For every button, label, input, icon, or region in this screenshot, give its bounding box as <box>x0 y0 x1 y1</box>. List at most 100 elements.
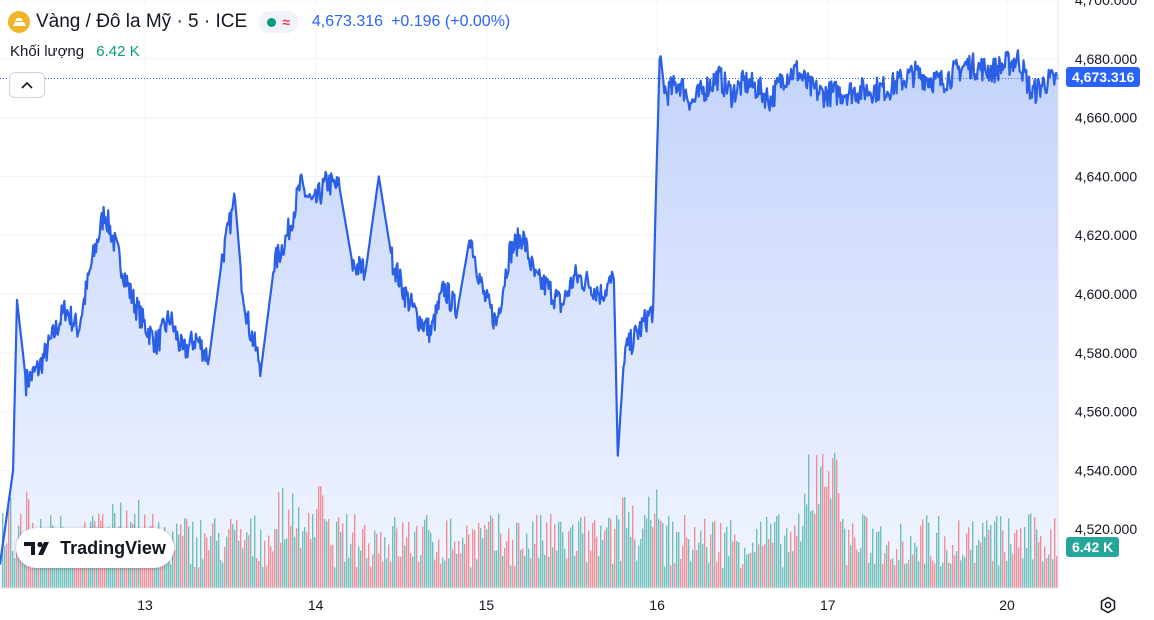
volume-bar <box>382 561 384 588</box>
volume-bar <box>818 504 820 588</box>
settings-gear-button[interactable] <box>1097 594 1119 616</box>
volume-bar <box>760 521 762 588</box>
volume-bar <box>790 531 792 588</box>
volume-bar <box>994 521 996 588</box>
volume-bar <box>384 536 386 588</box>
volume-bar <box>896 548 898 588</box>
volume-bar <box>706 547 708 588</box>
volume-bar <box>610 518 612 588</box>
collapse-legend-button[interactable] <box>9 72 45 98</box>
volume-bar <box>530 558 532 588</box>
volume-bar <box>784 535 786 588</box>
volume-bar <box>438 539 440 588</box>
volume-bar <box>454 541 456 588</box>
volume-bar <box>620 560 622 588</box>
volume-bar <box>588 530 590 588</box>
volume-bar <box>718 552 720 588</box>
volume-bar <box>914 542 916 588</box>
volume-bar <box>972 521 974 588</box>
volume-bar <box>950 563 952 588</box>
volume-bar <box>256 558 258 588</box>
volume-bar <box>1002 530 1004 588</box>
volume-bar <box>638 546 640 588</box>
current-volume-tag: 6.42 K <box>1066 537 1120 557</box>
volume-bar <box>474 530 476 588</box>
volume-bar <box>544 554 546 588</box>
volume-bar <box>1038 541 1040 588</box>
chart-legend-header: Vàng / Đô la Mỹ · 5 · ICE ≈ 4,673.316 +0… <box>8 10 510 34</box>
volume-bar <box>1020 528 1022 588</box>
volume-bar <box>490 515 492 588</box>
volume-bar <box>398 556 400 588</box>
tradingview-logo[interactable]: TradingView <box>16 528 174 568</box>
volume-bar <box>942 562 944 588</box>
volume-bar <box>534 543 536 588</box>
volume-bar <box>362 528 364 588</box>
volume-bar <box>274 529 276 588</box>
y-tick-label: 4,640.000 <box>1075 168 1137 184</box>
volume-bar <box>762 545 764 588</box>
volume-bar <box>448 558 450 588</box>
volume-bar <box>558 521 560 588</box>
volume-bar <box>838 493 840 588</box>
volume-bar <box>1006 560 1008 588</box>
volume-bar <box>402 522 404 588</box>
volume-bar <box>594 520 596 588</box>
volume-bar <box>608 517 610 588</box>
y-tick-label: 4,620.000 <box>1075 227 1137 243</box>
volume-bar <box>614 528 616 588</box>
volume-bar <box>702 543 704 588</box>
volume-bar <box>466 525 468 588</box>
volume-bar <box>396 528 398 588</box>
volume-bar <box>782 567 784 588</box>
volume-bar <box>328 519 330 588</box>
volume-bar <box>1004 552 1006 588</box>
volume-bar <box>214 517 216 588</box>
volume-bar <box>954 555 956 588</box>
price-axis[interactable]: 4,520.000 4,540.000 4,560.000 4,580.000 4,60… <box>1075 0 1137 537</box>
volume-bar <box>612 563 614 588</box>
volume-bar <box>154 553 156 588</box>
volume-bar <box>504 547 506 588</box>
volume-bar <box>690 561 692 588</box>
volume-bar <box>660 520 662 588</box>
volume-bar <box>358 546 360 588</box>
volume-bar <box>776 516 778 588</box>
volume-bar <box>974 563 976 588</box>
volume-bar <box>860 547 862 588</box>
market-status-pill[interactable]: ≈ <box>259 11 298 33</box>
volume-bar <box>550 514 552 588</box>
volume-bar <box>388 544 390 588</box>
volume-bar <box>694 527 696 588</box>
time-axis[interactable]: 13 14 15 16 17 20 <box>137 597 1015 613</box>
volume-bar <box>10 497 12 588</box>
x-tick-label: 17 <box>820 597 836 613</box>
volume-bar <box>80 565 82 588</box>
volume-bar <box>644 515 646 588</box>
volume-bar <box>308 513 310 588</box>
y-tick-label: 4,660.000 <box>1075 110 1137 126</box>
volume-bar <box>170 564 172 588</box>
volume-bar <box>704 518 706 588</box>
volume-bar <box>962 554 964 588</box>
volume-bar <box>828 471 830 588</box>
volume-bar <box>732 541 734 588</box>
volume-bar <box>714 520 716 588</box>
volume-bar <box>378 553 380 588</box>
volume-bar <box>444 560 446 588</box>
market-open-dot-icon <box>267 17 277 27</box>
symbol-title[interactable]: Vàng / Đô la Mỹ · 5 · ICE <box>36 11 248 32</box>
volume-bar <box>730 519 732 588</box>
volume-bar <box>1056 556 1058 588</box>
volume-bar <box>462 537 464 588</box>
volume-bar <box>208 550 210 588</box>
volume-bar <box>480 528 482 588</box>
volume-bar <box>858 551 860 588</box>
volume-bar <box>386 558 388 588</box>
volume-bar <box>598 556 600 588</box>
volume-bar <box>278 492 280 588</box>
approx-icon: ≈ <box>282 14 290 30</box>
volume-bar <box>856 549 858 588</box>
volume-bar <box>468 534 470 588</box>
